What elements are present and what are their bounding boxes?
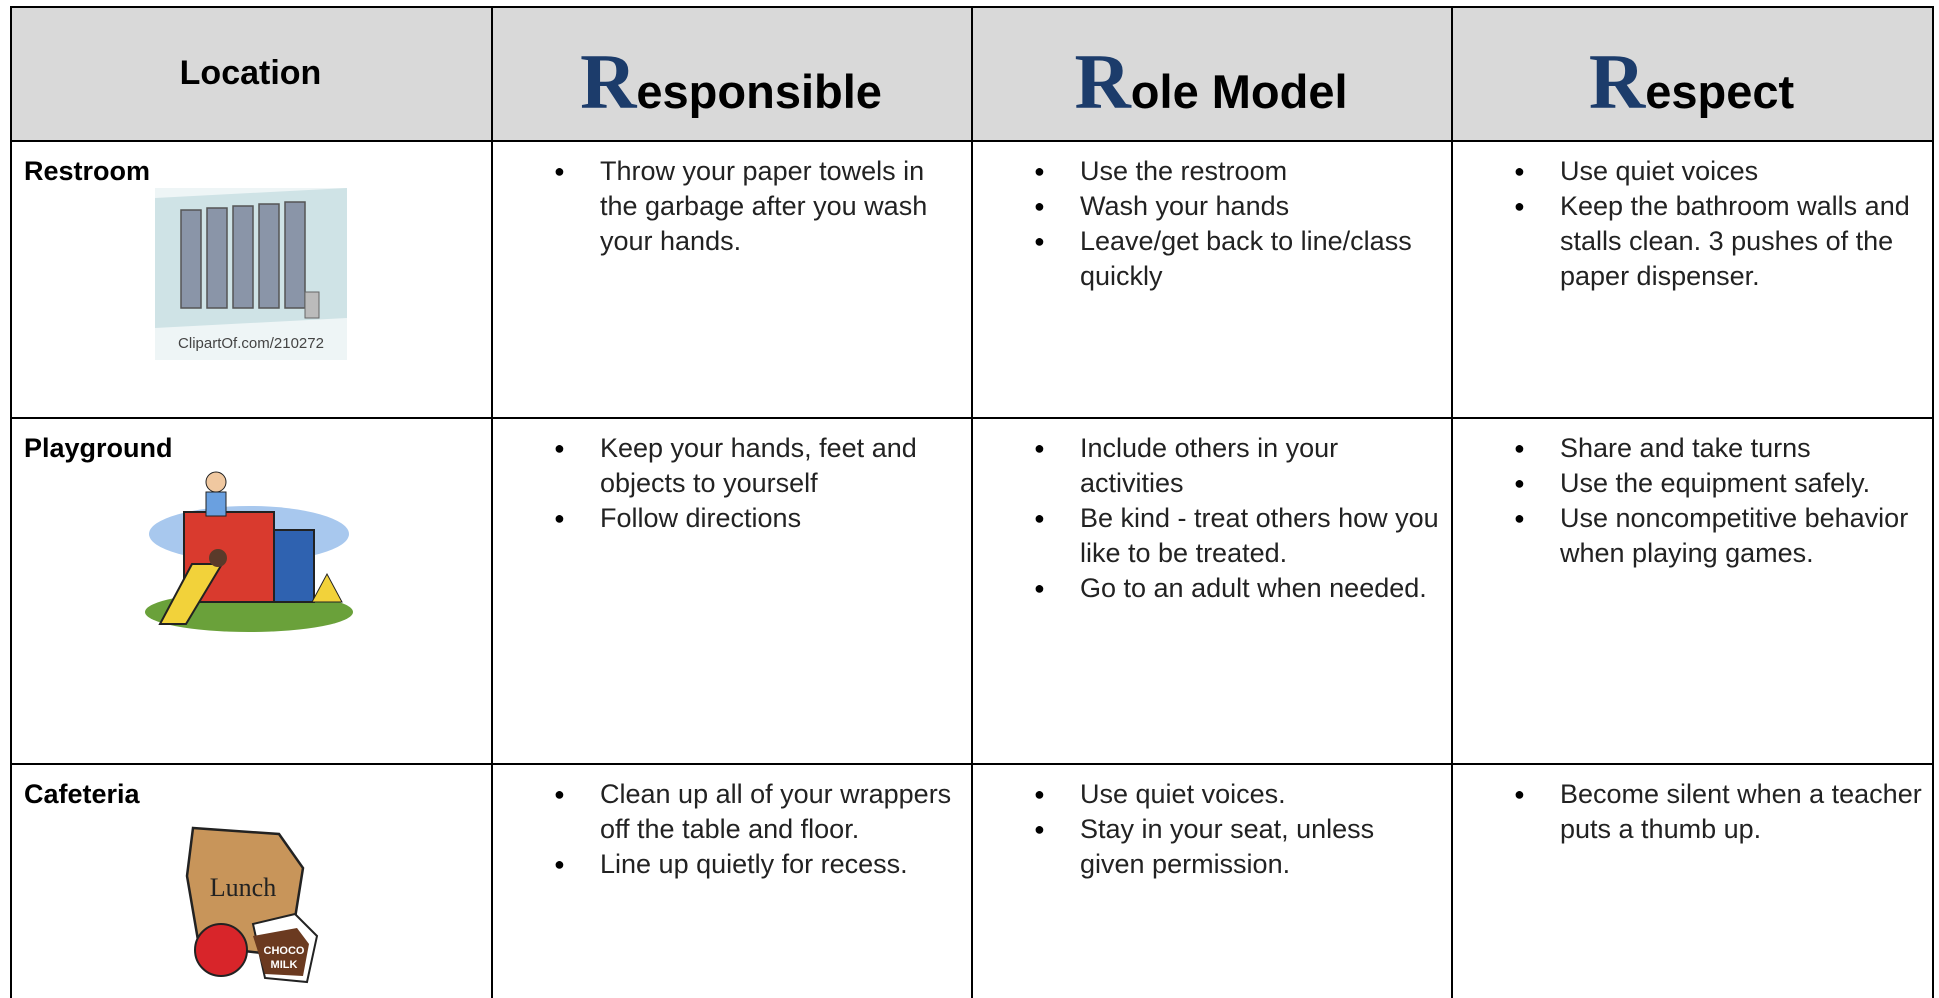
header-cell: Role Model	[971, 6, 1451, 140]
bullet-list: Share and take turnsUse the equipment sa…	[1514, 431, 1925, 571]
bullet-list: Clean up all of your wrappers off the ta…	[554, 777, 964, 882]
bullet-item: Be kind - treat others how you like to b…	[1034, 501, 1444, 571]
column-border	[491, 6, 493, 998]
row-border	[10, 763, 1934, 765]
bullet-list: Use quiet voicesKeep the bathroom walls …	[1514, 154, 1925, 294]
bullet-item: Become silent when a teacher puts a thum…	[1514, 777, 1925, 847]
value-heading: Respect	[1588, 38, 1795, 125]
bullet-list: Throw your paper towels in the garbage a…	[554, 154, 964, 259]
bullet-item: Use quiet voices	[1514, 154, 1925, 189]
bullet-item: Use the restroom	[1034, 154, 1444, 189]
bullet-item: Keep the bathroom walls and stalls clean…	[1514, 189, 1925, 294]
playground-image	[145, 471, 353, 632]
location-name: Restroom	[24, 156, 151, 186]
bullet-item: Include others in your activities	[1034, 431, 1444, 501]
header-cell: Location	[10, 6, 491, 140]
bullet-item: Go to an adult when needed.	[1034, 571, 1444, 606]
bullet-item: Use quiet voices.	[1034, 777, 1444, 812]
bullet-item: Clean up all of your wrappers off the ta…	[554, 777, 964, 847]
bullet-item: Follow directions	[554, 501, 964, 536]
column-border	[971, 6, 973, 998]
bullet-item: Use the equipment safely.	[1514, 466, 1925, 501]
image-caption: ClipartOf.com/210272	[178, 335, 324, 352]
row-border	[10, 417, 1934, 419]
row-border	[10, 140, 1934, 142]
column-border	[1451, 6, 1453, 998]
location-heading: Location	[179, 53, 322, 92]
bullet-item: Leave/get back to line/class quickly	[1034, 224, 1444, 294]
bullet-item: Line up quietly for recess.	[554, 847, 964, 882]
image-text: CHOCO	[264, 945, 305, 957]
image-text: MILK	[271, 959, 298, 971]
column-border	[1932, 6, 1934, 998]
bullet-item: Wash your hands	[1034, 189, 1444, 224]
value-heading: Role Model	[1074, 38, 1348, 125]
location-name: Cafeteria	[24, 779, 140, 809]
column-border	[10, 6, 12, 998]
location-name: Playground	[24, 433, 173, 463]
bullet-item: Keep your hands, feet and objects to you…	[554, 431, 964, 501]
value-heading: Responsible	[580, 38, 882, 125]
restroom-image: ClipartOf.com/210272	[155, 188, 347, 360]
bullet-item: Stay in your seat, unless given permissi…	[1034, 812, 1444, 882]
bullet-list: Include others in your activitiesBe kind…	[1034, 431, 1444, 606]
lunch-image: Lunch CHOCO MILK	[185, 826, 319, 984]
bullet-list: Use quiet voices.Stay in your seat, unle…	[1034, 777, 1444, 882]
bullet-item: Use noncompetitive behavior when playing…	[1514, 501, 1925, 571]
row-border	[10, 6, 1934, 8]
image-text: Lunch	[210, 873, 276, 902]
header-cell: Responsible	[491, 6, 971, 140]
bullet-item: Share and take turns	[1514, 431, 1925, 466]
bullet-item: Throw your paper towels in the garbage a…	[554, 154, 964, 259]
bullet-list: Become silent when a teacher puts a thum…	[1514, 777, 1925, 847]
bullet-list: Keep your hands, feet and objects to you…	[554, 431, 964, 536]
bullet-list: Use the restroomWash your handsLeave/get…	[1034, 154, 1444, 294]
header-cell: Respect	[1451, 6, 1932, 140]
